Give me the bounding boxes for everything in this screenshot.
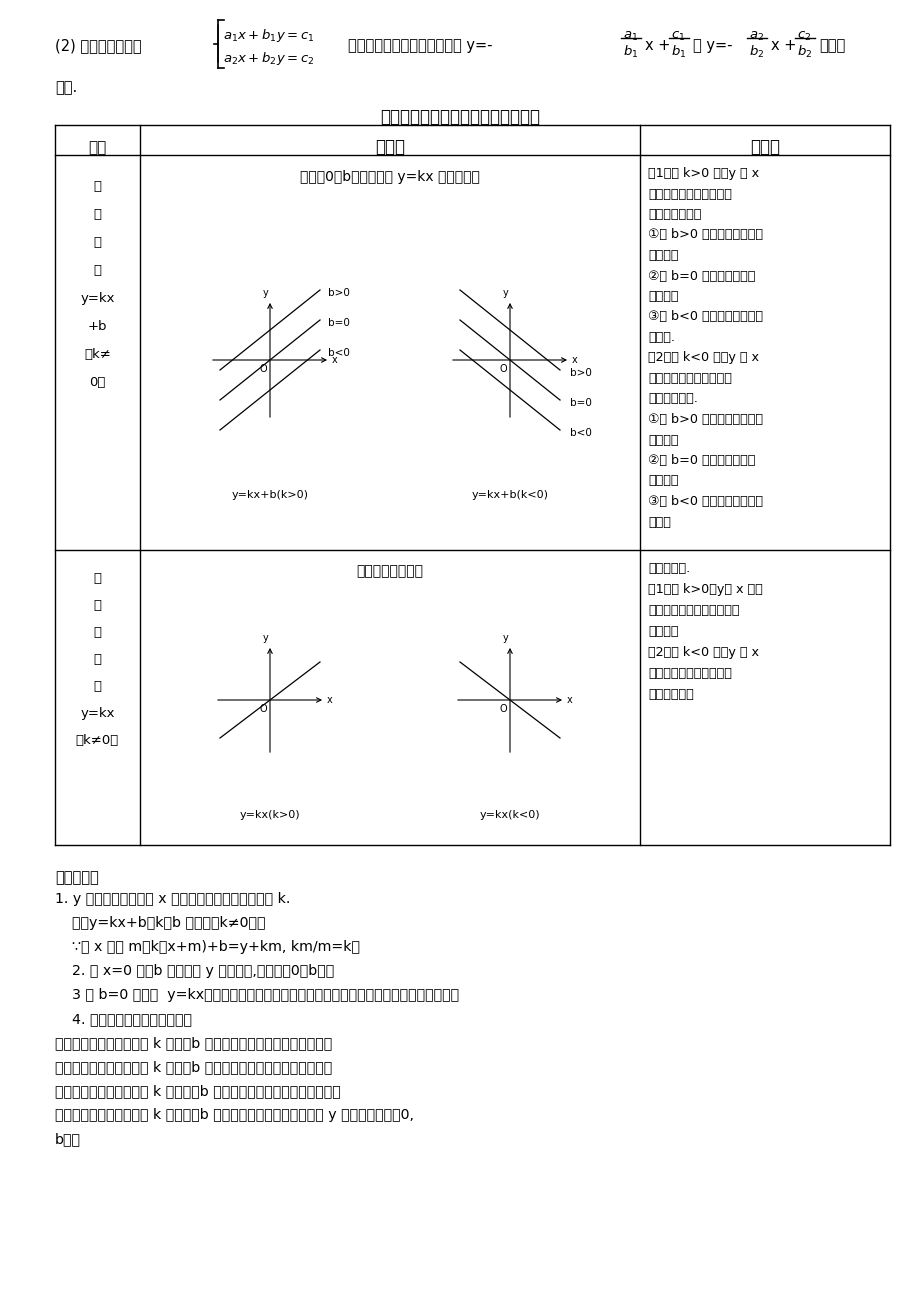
- Text: O: O: [499, 704, 506, 713]
- Text: ③当 b<0 时，过第一、三、: ③当 b<0 时，过第一、三、: [647, 310, 762, 323]
- Text: 3 当 b=0 时（即  y=kx），一次函数图像变为正比例函数，正比例函数是特殊的一次函数。: 3 当 b=0 时（即 y=kx），一次函数图像变为正比例函数，正比例函数是特殊…: [72, 988, 459, 1003]
- Text: $b_2$: $b_2$: [796, 44, 811, 60]
- Text: 图　象: 图 象: [375, 138, 404, 156]
- Text: $c_2$: $c_2$: [796, 30, 811, 43]
- Text: （2）当 k<0 时，y 随 x: （2）当 k<0 时，y 随 x: [647, 352, 758, 365]
- Text: b<0: b<0: [570, 428, 591, 437]
- Text: 当两一次函数表达式中的 k 不相同，b 不相同时，两一次函数图像相交；: 当两一次函数表达式中的 k 不相同，b 不相同时，两一次函数图像相交；: [55, 1085, 340, 1098]
- Text: ③当 b<0 时，过第二、三、: ③当 b<0 时，过第二、三、: [647, 495, 762, 508]
- Text: 比: 比: [94, 599, 101, 612]
- Text: b）。: b）。: [55, 1131, 81, 1146]
- Text: 正: 正: [94, 572, 101, 585]
- Text: 一: 一: [94, 180, 101, 193]
- Text: 大而增大，图象必过第一、: 大而增大，图象必过第一、: [647, 604, 739, 617]
- Text: 函数: 函数: [88, 141, 107, 155]
- Text: 四象限.: 四象限.: [647, 331, 675, 344]
- Text: $b_1$: $b_1$: [670, 44, 686, 60]
- Text: y=kx: y=kx: [80, 292, 115, 305]
- Text: y: y: [502, 633, 507, 643]
- Text: （2）当 k<0 时，y 随 x: （2）当 k<0 时，y 随 x: [647, 646, 758, 659]
- Text: y=kx+b(k>0): y=kx+b(k>0): [232, 490, 308, 500]
- Text: （1）当 k>0 时，y 随 x: （1）当 k>0 时，y 随 x: [647, 167, 758, 180]
- Text: y=kx(k<0): y=kx(k<0): [479, 810, 539, 820]
- Text: 过点（0，b）且平行于 y=kx 的一条直线: 过点（0，b）且平行于 y=kx 的一条直线: [300, 171, 480, 184]
- Text: 第二、四象限.: 第二、四象限.: [647, 392, 698, 405]
- Text: ①当 b>0 时，过第一、二、: ①当 b>0 时，过第一、二、: [647, 228, 762, 241]
- Text: ①当 b>0 时，过第一、二、: ①当 b>0 时，过第一、二、: [647, 413, 762, 426]
- Text: 当两一次函数表达式中的 k 相同，b 不相同时，两一次函数图像平行；: 当两一次函数表达式中的 k 相同，b 不相同时，两一次函数图像平行；: [55, 1060, 332, 1074]
- Text: ②当 b=0 时，只过第二、: ②当 b=0 时，只过第二、: [647, 454, 754, 467]
- Text: 三象限；: 三象限；: [647, 290, 678, 303]
- Text: 性　质: 性 质: [749, 138, 779, 156]
- Text: b=0: b=0: [570, 398, 591, 408]
- Text: 函数性质：: 函数性质：: [55, 870, 98, 885]
- Text: （1）当 k>0，y随 x 的增: （1）当 k>0，y随 x 的增: [647, 583, 762, 596]
- Text: $b_1$: $b_1$: [622, 44, 638, 60]
- Text: y=kx(k>0): y=kx(k>0): [240, 810, 300, 820]
- Text: 三象限；: 三象限；: [647, 625, 678, 638]
- Text: 第二、四象限: 第二、四象限: [647, 687, 693, 700]
- Text: 四象限；: 四象限；: [647, 474, 678, 487]
- Text: b>0: b>0: [570, 368, 591, 378]
- Text: O: O: [259, 704, 267, 713]
- Text: y: y: [262, 633, 267, 643]
- Text: 例: 例: [94, 626, 101, 639]
- Text: x: x: [572, 355, 577, 365]
- Text: 数: 数: [94, 264, 101, 277]
- Text: 函: 函: [94, 236, 101, 249]
- Text: 4. 在两个一次函数表达式中：: 4. 在两个一次函数表达式中：: [72, 1012, 192, 1026]
- Text: $a_2$: $a_2$: [748, 30, 763, 43]
- Text: 的增大而增大，图象必过: 的增大而增大，图象必过: [647, 187, 732, 201]
- Text: 函: 函: [94, 654, 101, 667]
- Text: （k≠0）: （k≠0）: [75, 734, 119, 747]
- Text: $a_2x + b_2y = c_2$: $a_2x + b_2y = c_2$: [222, 49, 314, 66]
- Text: 四象限: 四象限: [647, 516, 670, 529]
- Text: 一次函数和正比例函数的图象和性质: 一次函数和正比例函数的图象和性质: [380, 108, 539, 126]
- Text: b>0: b>0: [328, 288, 349, 298]
- Text: x: x: [566, 695, 573, 704]
- Text: 的增大而减小，图象必过: 的增大而减小，图象必过: [647, 372, 732, 385]
- Text: b<0: b<0: [328, 348, 349, 358]
- Text: 当两一次函数表达式中的 k 相同，b 也相同时，两一次函数图像重合；: 当两一次函数表达式中的 k 相同，b 也相同时，两一次函数图像重合；: [55, 1036, 332, 1049]
- Text: 数: 数: [94, 680, 101, 693]
- Text: 过原点的一条直线: 过原点的一条直线: [357, 564, 423, 578]
- Text: 的增大而减小，图象必过: 的增大而减小，图象必过: [647, 667, 732, 680]
- Text: 0）: 0）: [89, 376, 106, 389]
- Text: $a_1x + b_1y = c_1$: $a_1x + b_1y = c_1$: [222, 27, 314, 44]
- Text: ∵当 x 增加 m，k（x+m)+b=y+km, km/m=k。: ∵当 x 增加 m，k（x+m)+b=y+km, km/m=k。: [72, 940, 359, 954]
- Text: 1. y 的变化值与对应的 x 的变化值成正比例，比值为 k.: 1. y 的变化值与对应的 x 的变化值成正比例，比值为 k.: [55, 892, 290, 906]
- Text: x: x: [332, 355, 337, 365]
- Text: 2. 当 x=0 时，b 为函数在 y 轴上的点,坐标为（0，b）。: 2. 当 x=0 时，b 为函数在 y 轴上的点,坐标为（0，b）。: [72, 963, 334, 978]
- Text: 即：y=kx+b（k，b 为常数，k≠0），: 即：y=kx+b（k，b 为常数，k≠0），: [72, 917, 266, 930]
- Text: 三象限；: 三象限；: [647, 249, 678, 262]
- Text: y=kx+b(k<0): y=kx+b(k<0): [471, 490, 548, 500]
- Text: x +: x +: [644, 38, 670, 53]
- Text: x: x: [326, 695, 333, 704]
- Text: 当两一次函数表达式中的 k 不相同，b 相同时，两一次函数图像交于 y 轴上的同一点（0,: 当两一次函数表达式中的 k 不相同，b 相同时，两一次函数图像交于 y 轴上的同…: [55, 1108, 414, 1122]
- Text: 第一、三象限；: 第一、三象限；: [647, 208, 700, 221]
- Text: $c_1$: $c_1$: [670, 30, 685, 43]
- Text: y: y: [262, 288, 267, 298]
- Text: $a_1$: $a_1$: [622, 30, 638, 43]
- Text: $b_2$: $b_2$: [748, 44, 764, 60]
- Text: O: O: [499, 365, 506, 374]
- Text: +b: +b: [87, 320, 108, 333]
- Text: ②当 b=0 时，只过第一、: ②当 b=0 时，只过第一、: [647, 270, 754, 283]
- Text: 四象限；: 四象限；: [647, 434, 678, 447]
- Text: O: O: [259, 365, 267, 374]
- Text: （k≠: （k≠: [84, 348, 111, 361]
- Text: (2) 二元一次方程组: (2) 二元一次方程组: [55, 38, 142, 53]
- Text: 的解可以看作是两个一次函数 y=-: 的解可以看作是两个一次函数 y=-: [347, 38, 492, 53]
- Text: 的图象: 的图象: [818, 38, 845, 53]
- Text: y=kx: y=kx: [80, 707, 115, 720]
- Text: 次: 次: [94, 208, 101, 221]
- Text: 和 y=-: 和 y=-: [692, 38, 732, 53]
- Text: 图象过原点.: 图象过原点.: [647, 562, 689, 575]
- Text: y: y: [502, 288, 507, 298]
- Text: b=0: b=0: [328, 318, 349, 328]
- Text: x +: x +: [770, 38, 796, 53]
- Text: 交点.: 交点.: [55, 79, 77, 95]
